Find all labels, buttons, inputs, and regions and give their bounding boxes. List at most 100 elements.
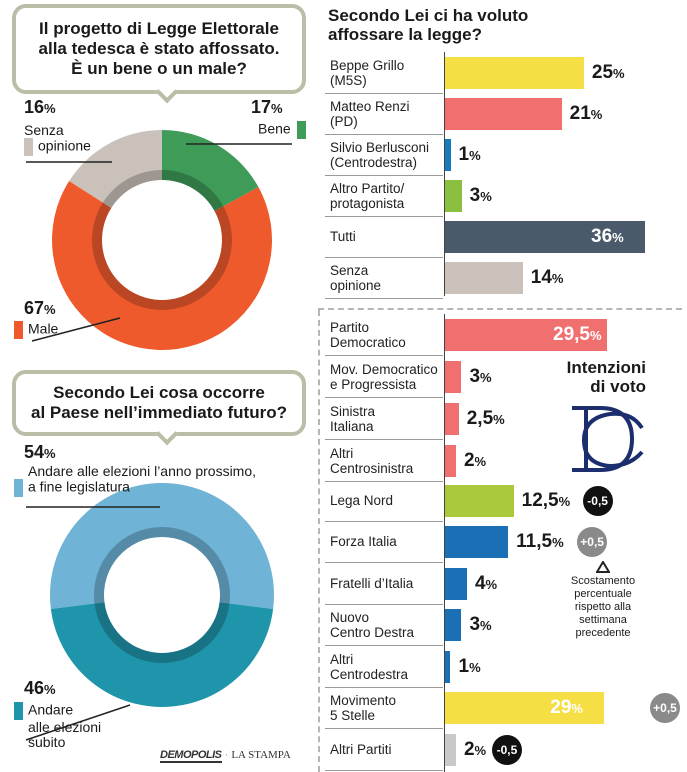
slice-elezioni-subito: [50, 602, 274, 708]
bar-label: Altri Partiti: [330, 742, 392, 757]
bar-value-label: 3%: [469, 613, 492, 635]
bar: [445, 608, 462, 641]
bar: [445, 691, 605, 724]
row-separator: [325, 562, 443, 563]
change-badge: +0,5: [650, 692, 680, 723]
question-2-title: Secondo Lei cosa occorre al Paese nell’i…: [30, 383, 287, 422]
bar-label: Fratelli d’Italia: [330, 576, 414, 591]
bar-label: Forza Italia: [330, 534, 397, 549]
dashed-divider-vertical: [318, 310, 320, 772]
slice-bene: [162, 130, 259, 212]
row-separator: [325, 521, 443, 522]
label-46-text: Andare alle elezioni subito: [14, 702, 101, 750]
bar: [445, 525, 509, 558]
bar-value-label: 1%: [458, 143, 481, 165]
bar: [445, 650, 451, 683]
bar: [445, 360, 462, 393]
bar-value-label: 4%: [474, 572, 498, 594]
bar-label: Lega Nord: [330, 493, 394, 508]
bar: [445, 484, 514, 517]
demopolis-monogram-icon: [572, 406, 644, 472]
row-separator: [325, 481, 443, 482]
bar-label: Movimento 5 Stelle: [330, 692, 397, 723]
row-separator: [325, 604, 443, 605]
dashed-divider-horizontal: [318, 308, 682, 310]
bar-label: Nuovo Centro Destra: [330, 609, 415, 640]
label-54-text: Andare alle elezioni l’anno prossimo, a …: [14, 464, 256, 497]
label-54-value: 54%: [24, 442, 56, 462]
bar: [445, 444, 456, 477]
bar-label: Partito Democratico: [330, 319, 406, 350]
change-badge: +0,5: [577, 526, 608, 557]
donut-1-slices: [51, 130, 273, 351]
slice-male-inner-ring: [91, 202, 232, 310]
change-note: Scostamento percentuale rispetto alla se…: [570, 575, 636, 639]
bar-value-label: 36%: [591, 225, 624, 247]
slice-bene-inner-ring: [162, 170, 224, 212]
bar-value-label: 11,5%: [516, 530, 564, 552]
row-separator: [325, 257, 443, 258]
bar: [445, 567, 467, 600]
bar-label: Mov. Democratico e Progressista: [330, 361, 438, 392]
label-bene-value: 17%: [251, 97, 283, 117]
credit-publication: LA STAMPA: [231, 749, 291, 761]
row-separator: [325, 770, 443, 771]
row-separator: [325, 687, 443, 688]
label-male-text: Male: [14, 321, 58, 339]
bar-value-label: 1%: [458, 655, 481, 677]
bar: [445, 261, 523, 294]
bar-label: Matteo Renzi (PD): [330, 98, 410, 129]
row-separator: [325, 397, 443, 398]
label-senza-text: Senza opinione: [24, 123, 91, 156]
change-badge: -0,5: [491, 734, 522, 765]
bar-value-label: 2%: [463, 449, 487, 471]
bar-label: Sinistra Italiana: [330, 403, 376, 434]
bar-value-label: 3%: [469, 184, 492, 206]
bar-label: Altro Partito/protagonista: [330, 180, 405, 211]
row-separator: [325, 93, 443, 94]
bar-label: Beppe Grillo (M5S): [330, 57, 405, 88]
bar-label: Altri Centrodestra: [330, 651, 409, 682]
label-male-value: 67%: [24, 298, 56, 318]
row-separator: [325, 298, 443, 299]
row-separator: [325, 439, 443, 440]
slice-male: [51, 181, 273, 351]
bar: [445, 138, 451, 171]
question-2-box: Secondo Lei cosa occorre al Paese nell’i…: [12, 370, 306, 446]
label-46-value: 46%: [24, 678, 56, 698]
slice-senza-opinione-inner-ring: [102, 170, 162, 208]
bar-label: Silvio Berlusconi (Centrodestra): [330, 139, 430, 170]
triangle-pointer-icon: [596, 561, 610, 573]
bar-value-label: 2,5%: [466, 407, 505, 429]
bar: [445, 179, 462, 212]
bar-value-label: 3%: [469, 365, 492, 387]
bar-value-label: 12,5%: [521, 489, 571, 511]
right-top-title: Secondo Lei ci ha voluto affossare la le…: [328, 6, 529, 44]
bar: [445, 733, 456, 766]
row-separator: [325, 134, 443, 135]
vote-title: Intenzioni di voto: [566, 358, 646, 396]
question-1-title: Il progetto di Legge Elettorale alla ted…: [38, 19, 280, 78]
leader-line-male: [31, 317, 121, 342]
slice-senza-opinione: [69, 130, 162, 208]
bar-label: Tutti: [330, 229, 356, 244]
row-separator: [325, 355, 443, 356]
bar-value-label: 29%: [550, 696, 583, 718]
axis-line-top: [444, 52, 445, 296]
slice-elezioni-subito-inner-ring: [94, 602, 230, 663]
slice-elezioni-fine-legislatura-inner-ring: [94, 527, 230, 604]
axis-line-bottom: [444, 314, 445, 772]
bar: [445, 402, 459, 435]
bar-value-label: 29,5%: [553, 323, 602, 345]
donut-2-slices: [50, 483, 275, 708]
row-separator: [325, 645, 443, 646]
bar-value-label: 25%: [591, 61, 625, 83]
leader-line-46: [25, 704, 131, 741]
bar-label: Altri Centrosinistra: [330, 445, 414, 476]
bar-value-label: 2%: [463, 738, 487, 760]
bar: [445, 56, 584, 89]
credit-logo: DEMOPOLIS: [160, 749, 222, 763]
row-separator: [325, 175, 443, 176]
label-senza-value: 16%: [24, 97, 56, 117]
